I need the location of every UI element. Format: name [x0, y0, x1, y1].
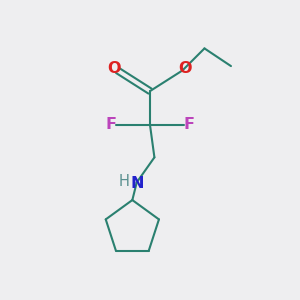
Text: H: H: [119, 174, 130, 189]
Text: O: O: [178, 61, 191, 76]
Text: F: F: [105, 118, 116, 133]
Text: F: F: [184, 118, 195, 133]
Text: N: N: [130, 176, 143, 191]
Text: O: O: [107, 61, 121, 76]
